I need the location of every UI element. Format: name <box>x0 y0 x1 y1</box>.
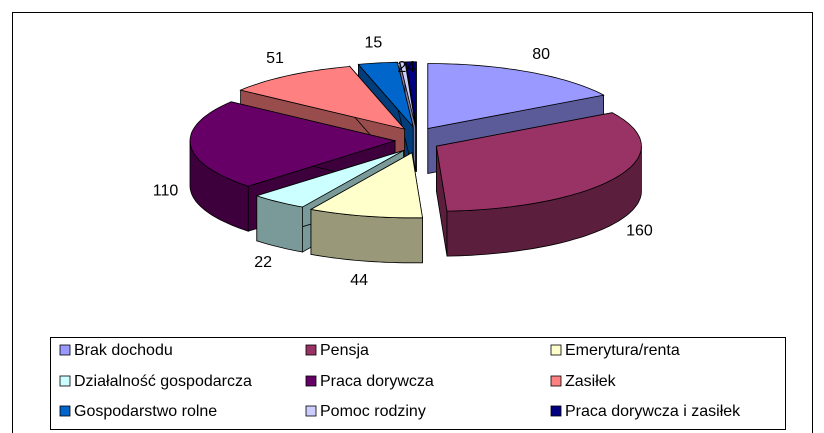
data-label: 4 <box>407 59 416 76</box>
legend-swatch <box>550 405 562 417</box>
slice-top <box>427 63 605 129</box>
legend-label: Brak dochodu <box>74 342 173 359</box>
data-label: 160 <box>626 222 653 239</box>
legend-label: Pensja <box>320 342 369 359</box>
legend-label: Praca dorywcza i zasiłek <box>565 403 741 420</box>
data-label: 2 <box>398 59 407 76</box>
slice-top <box>309 152 423 219</box>
slice-top <box>435 112 642 212</box>
legend-swatch <box>550 344 562 356</box>
legend-swatch <box>305 405 317 417</box>
data-label: 22 <box>254 254 272 271</box>
legend-box <box>50 337 786 430</box>
legend-label: Emerytura/renta <box>565 342 680 359</box>
legend-swatch <box>59 405 71 417</box>
slice-top <box>239 66 406 130</box>
legend-label: Działalność gospodarcza <box>74 373 252 390</box>
legend-label: Zasiłek <box>565 373 617 390</box>
data-label: 15 <box>365 34 383 51</box>
legend-swatch <box>305 344 317 356</box>
slice <box>435 112 642 257</box>
slice-top <box>405 61 417 127</box>
legend-label: Pomoc rodziny <box>320 403 426 420</box>
data-label: 110 <box>153 183 179 200</box>
legend-label: Gospodarstwo rolne <box>74 403 217 420</box>
legend-swatch <box>59 375 71 387</box>
slice-top <box>357 61 414 128</box>
legend-swatch <box>305 375 317 387</box>
legend-swatch <box>550 375 562 387</box>
data-label: 44 <box>350 272 368 289</box>
data-label: 80 <box>532 46 550 63</box>
slice-top <box>255 150 404 208</box>
slice-top <box>189 101 397 187</box>
legend-swatch <box>59 344 71 356</box>
legend-label: Praca dorywcza <box>320 373 434 390</box>
data-label: 51 <box>266 50 284 67</box>
slice-top <box>399 61 416 127</box>
slice <box>309 152 423 264</box>
